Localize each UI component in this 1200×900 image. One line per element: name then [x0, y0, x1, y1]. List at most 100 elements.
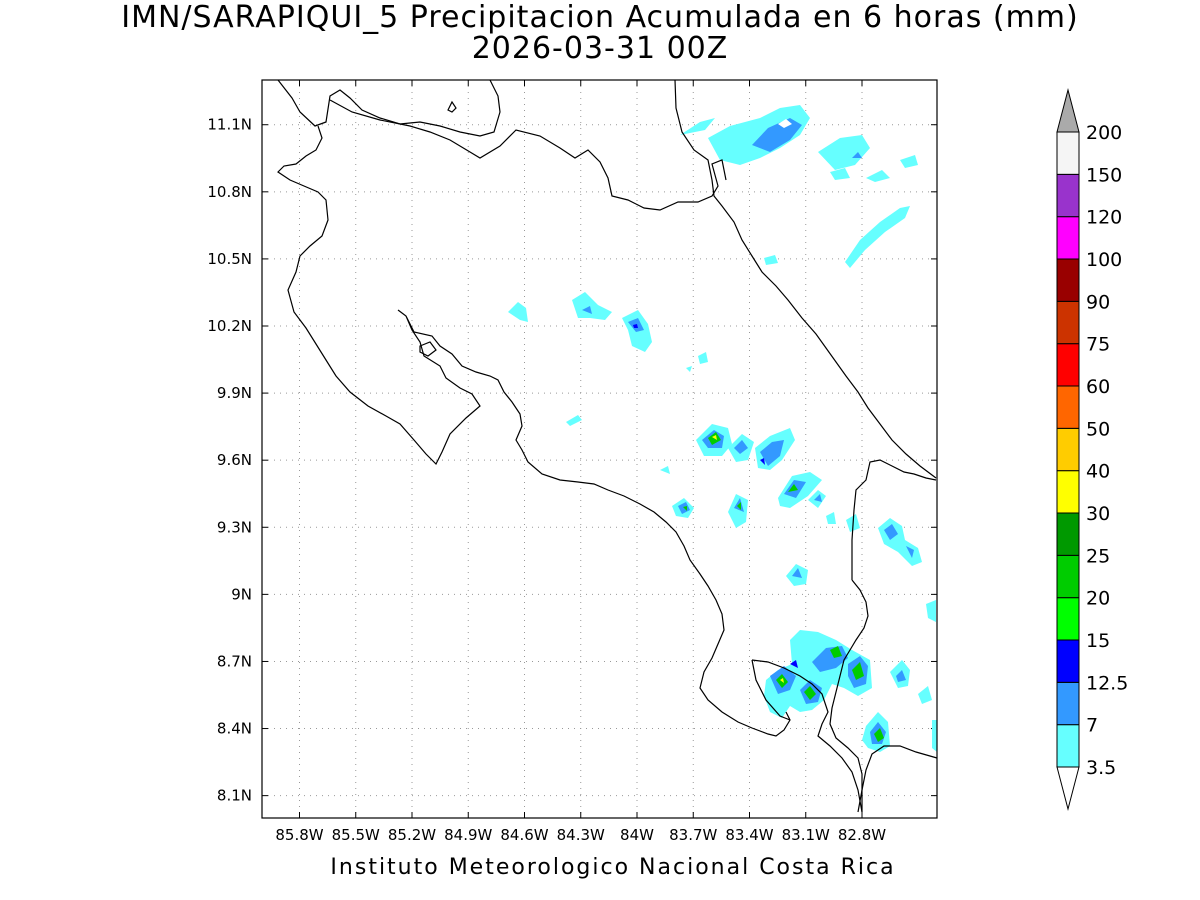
colorbar-swatch — [1056, 470, 1080, 514]
longitude-tick-labels: 85.8W 85.5W 85.2W 84.9W 84.6W 84.3W 84W 83.7W 83… — [275, 826, 886, 844]
lat-tick-label: 10.8N — [207, 183, 252, 201]
lat-tick-label: 11.1N — [207, 116, 252, 134]
nicaragua-caribbean-coast — [674, 79, 937, 479]
precip-area — [878, 518, 922, 566]
precipitation-field — [508, 105, 937, 752]
lon-tick-label: 84.9W — [444, 826, 492, 844]
colorbar-bottom-arrow — [1056, 766, 1080, 811]
precip-area — [818, 135, 870, 170]
precip-area — [686, 366, 692, 372]
precip-area — [830, 646, 842, 658]
precip-area — [508, 302, 528, 322]
precip-area — [737, 502, 741, 510]
colorbar-label: 20 — [1086, 588, 1110, 610]
lon-tick-label: 84W — [620, 826, 654, 844]
lon-tick-label: 84.6W — [500, 826, 548, 844]
precip-area — [792, 568, 802, 578]
precip-area — [698, 352, 708, 364]
lat-tick-label: 9.9N — [217, 384, 252, 402]
colorbar-label: 3.5 — [1086, 757, 1116, 779]
colorbar-swatch — [1056, 554, 1080, 599]
lake-nicaragua-shore — [277, 79, 501, 137]
map-title: IMN/SARAPIQUI_5 Precipitacion Acumulada … — [121, 0, 1079, 35]
colorbar-label: 50 — [1086, 418, 1110, 440]
colorbar-swatch — [1056, 639, 1080, 683]
precip-area — [760, 440, 784, 466]
colorbar-label: 40 — [1086, 461, 1110, 483]
colorbar-swatch — [1056, 385, 1080, 429]
osa-peninsula — [751, 659, 791, 721]
colorbar-swatch — [1056, 173, 1080, 218]
lon-tick-label: 84.3W — [557, 826, 605, 844]
colorbar-label: 75 — [1086, 334, 1110, 356]
lon-tick-label: 82.8W — [838, 826, 886, 844]
precip-area — [778, 119, 792, 128]
colorbar-swatch — [1056, 597, 1080, 641]
precip-area — [708, 105, 810, 165]
colorbar-label: 60 — [1086, 376, 1110, 398]
colorbar-label: 30 — [1086, 503, 1110, 525]
precip-area — [712, 435, 717, 440]
precip-area — [683, 506, 687, 511]
precip-area — [680, 118, 715, 135]
colorbar-swatch — [1056, 258, 1080, 302]
precip-area — [780, 678, 784, 683]
precip-area — [852, 152, 862, 158]
lat-tick-label: 8.1N — [217, 787, 252, 805]
precip-area — [826, 512, 836, 524]
precip-area — [918, 686, 932, 704]
precip-area — [804, 686, 816, 700]
lon-tick-label: 85.5W — [332, 826, 380, 844]
colorbar-swatch — [1056, 512, 1080, 556]
colorbar: 3.5 7 12.5 15 20 25 30 40 50 60 75 90 100 120 150 200 — [1056, 88, 1128, 811]
precip-area — [814, 494, 822, 502]
colorbar-swatch — [1056, 216, 1080, 260]
lat-tick-label: 9.6N — [217, 451, 252, 469]
coastlines — [277, 79, 938, 813]
nicoya-inner-island — [419, 341, 437, 357]
colorbar-label: 100 — [1086, 249, 1122, 271]
precip-area — [906, 546, 914, 558]
precip-area — [788, 484, 798, 492]
precip-area — [926, 600, 936, 622]
lon-tick-label: 85.2W — [388, 826, 436, 844]
precip-area — [582, 306, 592, 314]
colorbar-label: 15 — [1086, 630, 1110, 652]
precip-area — [764, 255, 778, 265]
colorbar-label: 90 — [1086, 291, 1110, 313]
grid-lines — [262, 80, 937, 818]
colorbar-label: 7 — [1086, 715, 1098, 737]
lat-tick-label: 8.7N — [217, 652, 252, 670]
colorbar-swatch — [1056, 681, 1080, 726]
colorbar-swatch — [1056, 343, 1080, 387]
colorbar-label: 200 — [1086, 122, 1122, 144]
precip-area — [790, 660, 798, 668]
colorbar-label: 150 — [1086, 164, 1122, 186]
lat-tick-label: 10.2N — [207, 317, 252, 335]
precip-area — [734, 440, 748, 454]
colorbar-swatch — [1056, 724, 1080, 768]
lon-tick-label: 83.4W — [725, 826, 773, 844]
precip-area — [866, 170, 890, 182]
precip-area — [896, 670, 906, 682]
precip-area — [566, 415, 582, 426]
colorbar-label: 120 — [1086, 207, 1122, 229]
lat-tick-label: 9.3N — [217, 518, 252, 536]
colorbar-label: 25 — [1086, 545, 1110, 567]
precip-area — [830, 168, 850, 180]
lon-tick-label: 85.8W — [275, 826, 323, 844]
map-frame — [261, 79, 938, 819]
lat-tick-label: 8.4N — [217, 720, 252, 738]
precip-area — [760, 458, 765, 465]
colorbar-label: 12.5 — [1086, 672, 1128, 694]
colorbar-swatch — [1056, 131, 1080, 175]
precip-area — [845, 206, 910, 268]
precip-area — [932, 720, 937, 752]
precip-area — [884, 524, 898, 540]
golfo-dulce-coast — [751, 659, 863, 813]
costa-rica-nicaragua-border — [329, 99, 727, 211]
precip-area — [852, 662, 864, 680]
credit-text: Instituto Meteorologico Nacional Costa R… — [330, 855, 896, 880]
lon-tick-label: 83.7W — [669, 826, 717, 844]
colorbar-swatch — [1056, 300, 1080, 345]
